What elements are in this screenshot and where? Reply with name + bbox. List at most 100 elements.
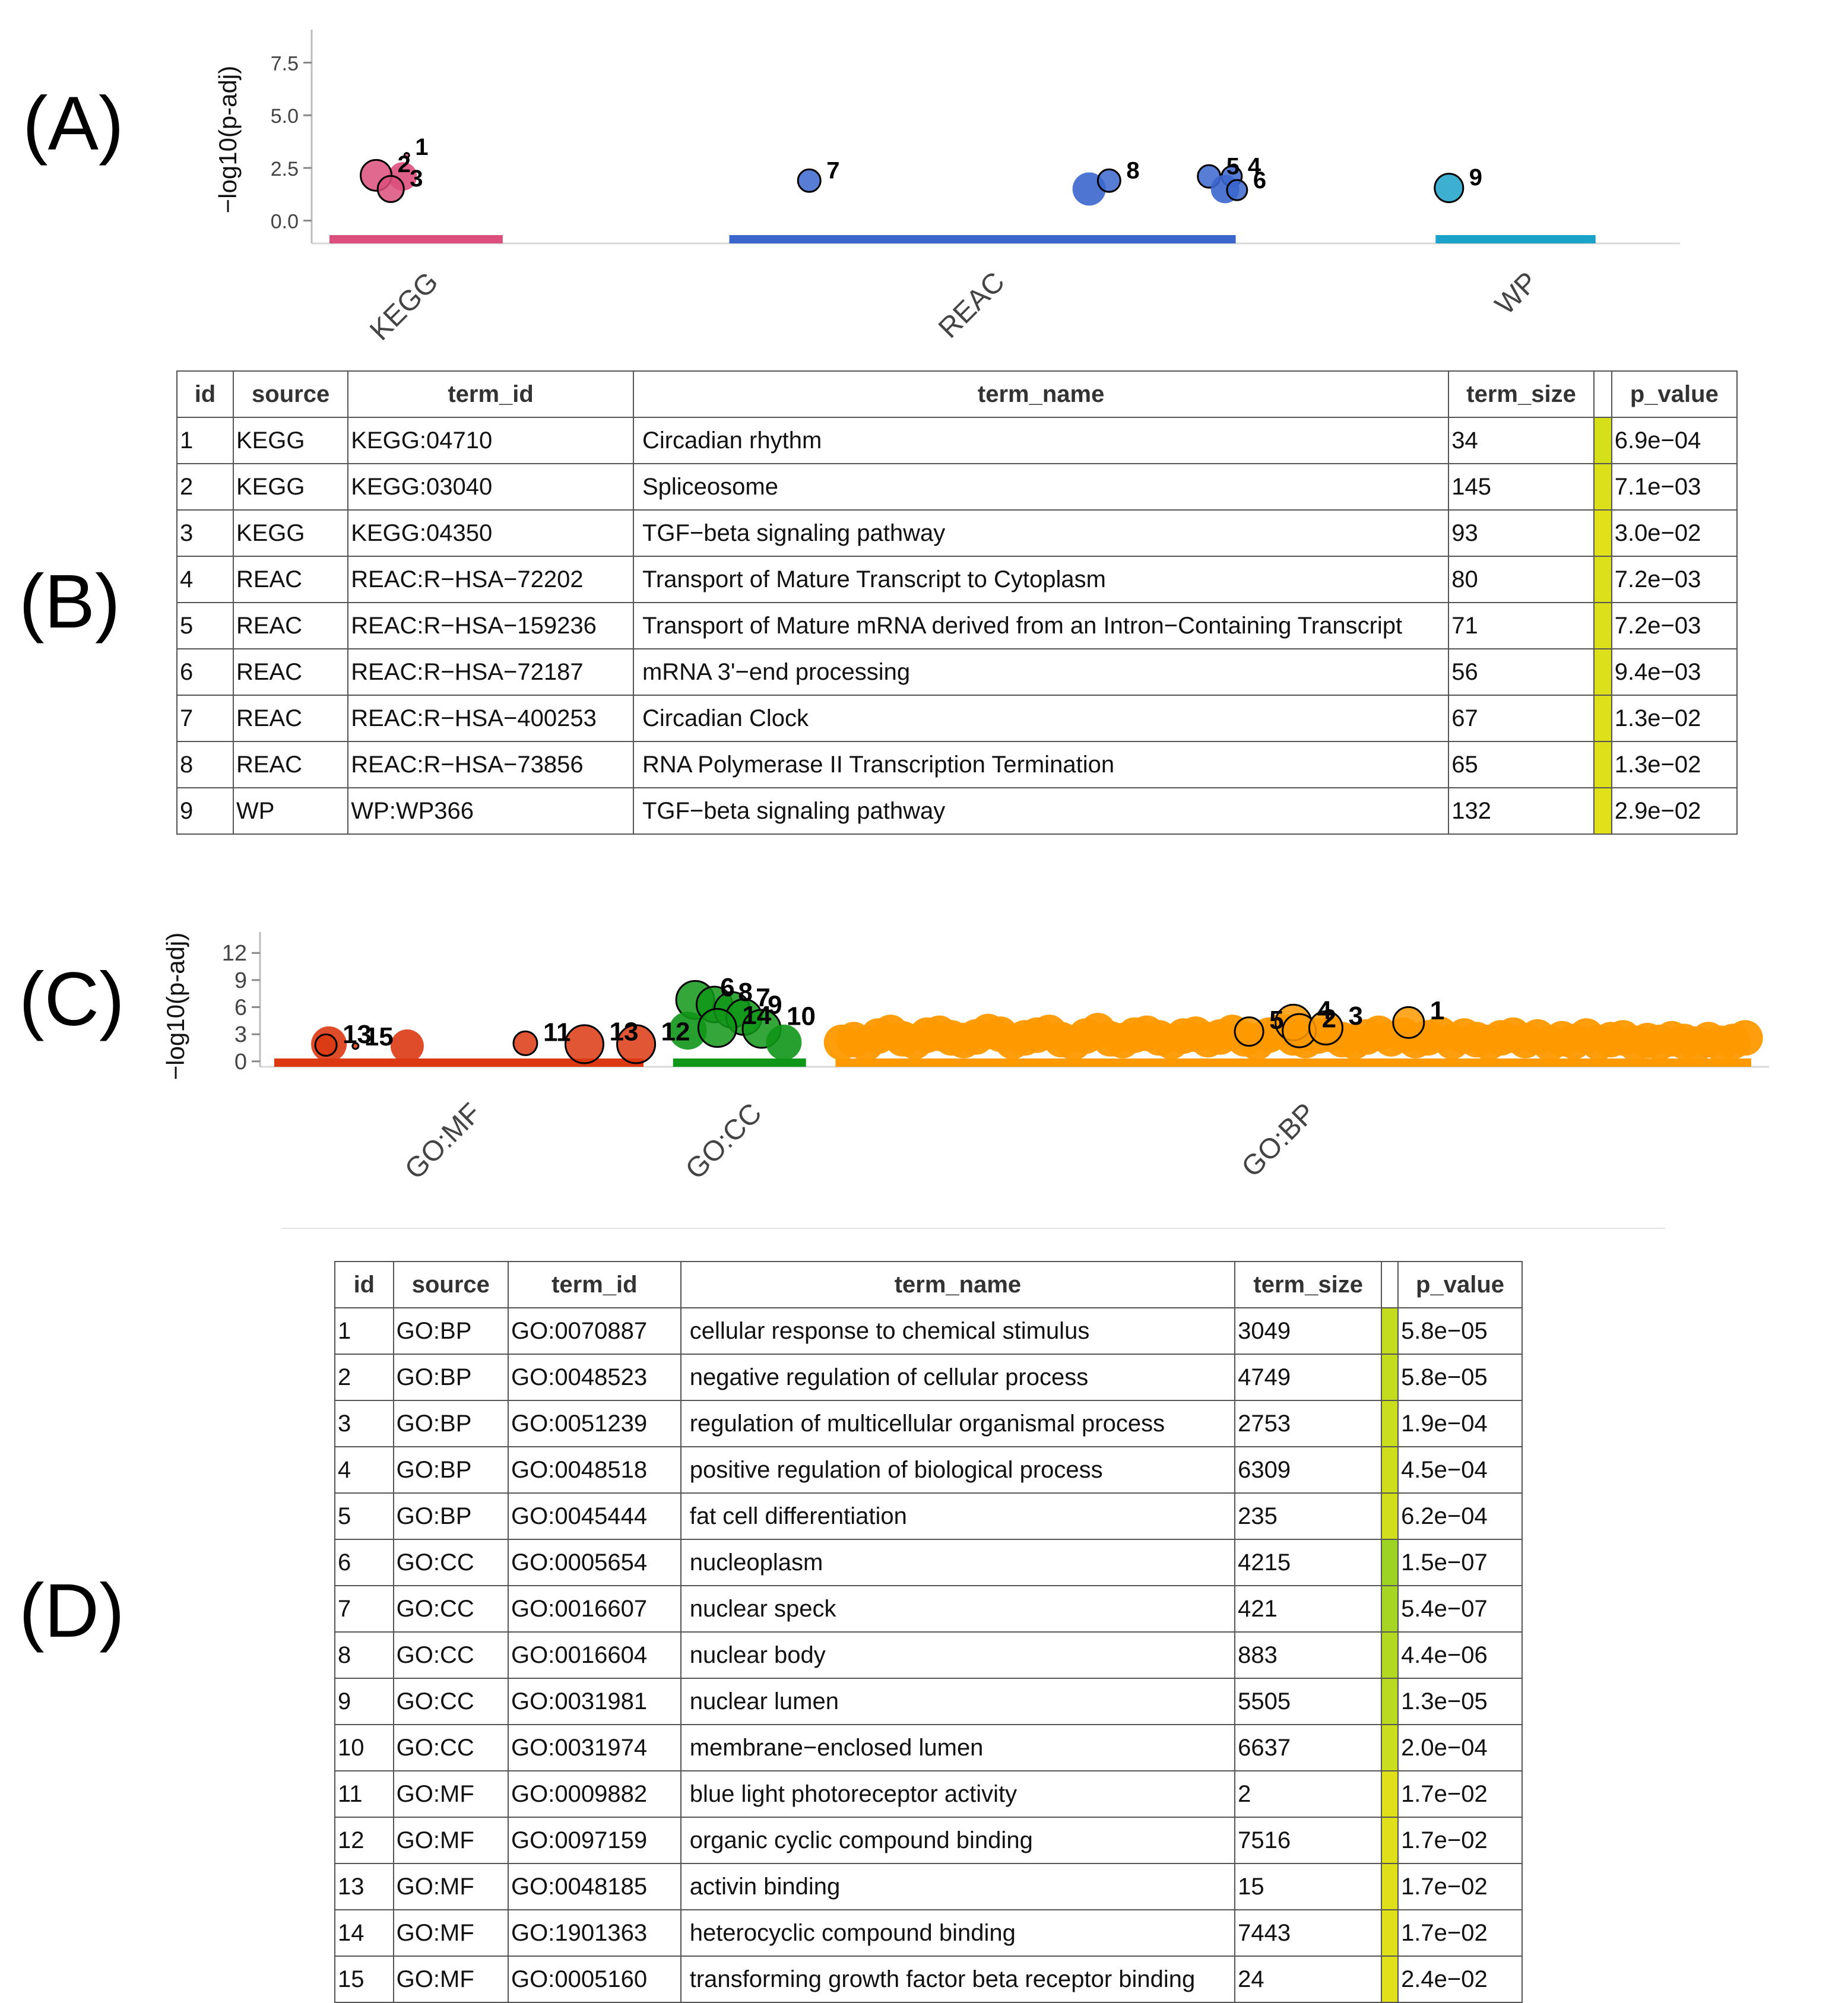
results-table-d: id source term_id term_name term_size p_value…	[334, 1261, 1523, 2003]
point-label: 2	[1322, 1004, 1336, 1033]
point-label: 15	[364, 1022, 394, 1051]
cell-term-id: GO:0016607	[508, 1585, 681, 1633]
highlighted-point	[1308, 1010, 1343, 1046]
panel-label-b: (B)	[19, 559, 121, 644]
cell-term-id: REAC:R−HSA−400253	[347, 695, 634, 742]
cell-term-size: 5505	[1234, 1678, 1383, 1725]
point-label: 7	[756, 983, 770, 1012]
cell-id: 11	[334, 1770, 394, 1818]
table-row: 5 REAC REAC:R−HSA−159236 Transport of Matur…	[176, 602, 1738, 649]
table-row: 15 GO:MF GO:0005160 transforming growth fac…	[334, 1956, 1523, 2003]
significance-color-cell	[1593, 556, 1612, 603]
point-label: 9	[1469, 164, 1482, 191]
table-row: 12 GO:MF GO:0097159 organic cyclic compound…	[334, 1817, 1523, 1864]
cell-term-size: 421	[1234, 1585, 1383, 1633]
cell-term-name: transforming growth factor beta receptor…	[680, 1956, 1236, 2003]
category-bar-go-bp	[835, 1058, 1751, 1067]
cell-id: 4	[334, 1446, 394, 1494]
cell-term-size: 883	[1234, 1631, 1383, 1679]
cell-p-value: 7.2e−03	[1611, 602, 1738, 649]
cell-p-value: 5.8e−05	[1397, 1307, 1523, 1355]
highlighted-point	[564, 1024, 604, 1064]
data-point	[1727, 1020, 1763, 1056]
cell-term-size: 6637	[1234, 1724, 1383, 1771]
highlighted-point	[1392, 1006, 1425, 1039]
panel-label-d: (D)	[19, 1568, 125, 1653]
table-row: 10 GO:CC GO:0031974 membrane−enclosed lumen…	[334, 1724, 1523, 1771]
table-row: 11 GO:MF GO:0009882 blue light photorecepto…	[334, 1770, 1523, 1818]
cell-term-id: GO:0051239	[508, 1400, 681, 1447]
panel-label-c: (C)	[19, 957, 125, 1042]
cell-id: 7	[176, 695, 234, 742]
cell-source: GO:MF	[392, 1817, 509, 1864]
cell-term-name: nuclear body	[680, 1631, 1236, 1679]
cell-term-name: fat cell differentiation	[680, 1492, 1236, 1540]
cell-source: REAC	[232, 695, 349, 742]
category-bar-go-mf	[274, 1058, 644, 1067]
table-row: 14 GO:MF GO:1901363 heterocyclic compound b…	[334, 1909, 1523, 1957]
point-label: 10	[787, 1002, 816, 1031]
cell-source: KEGG	[232, 417, 349, 464]
cell-id: 7	[334, 1585, 394, 1633]
category-label: GO:MF	[399, 1097, 487, 1186]
data-point	[766, 1024, 802, 1060]
table-row: 7 GO:CC GO:0016607 nuclear speck 421 5.4e−07	[334, 1585, 1523, 1633]
cell-term-id: GO:1901363	[508, 1909, 681, 1957]
highlighted-point	[376, 175, 405, 203]
cell-p-value: 6.9e−04	[1611, 417, 1738, 464]
cell-id: 9	[176, 787, 234, 835]
point-label: 14	[742, 1001, 771, 1030]
cell-term-id: GO:0097159	[508, 1817, 681, 1864]
cell-p-value: 2.4e−02	[1397, 1956, 1523, 2003]
significance-color-cell	[1381, 1678, 1399, 1725]
table-row: 9 WP WP:WP366 TGF−beta signaling pathway 132…	[176, 787, 1738, 835]
cell-source: KEGG	[232, 509, 349, 557]
cell-p-value: 6.2e−04	[1397, 1492, 1523, 1540]
cell-term-id: REAC:R−HSA−159236	[347, 602, 634, 649]
cell-term-id: GO:0005160	[508, 1956, 681, 2003]
column-header-term_name: term_name	[632, 370, 1450, 418]
significance-color-cell	[1381, 1770, 1399, 1818]
cell-id: 3	[176, 509, 234, 557]
cell-id: 1	[334, 1307, 394, 1355]
cell-p-value: 2.9e−02	[1611, 787, 1738, 835]
table-row: 13 GO:MF GO:0048185 activin binding 15 1.7e−…	[334, 1863, 1523, 1910]
cell-term-id: GO:0048518	[508, 1446, 681, 1494]
significance-color-cell	[1593, 417, 1612, 464]
cell-term-size: 71	[1448, 602, 1595, 649]
cell-term-size: 93	[1448, 509, 1595, 557]
y-tick-label: 5.0	[271, 105, 299, 128]
significance-color-cell	[1593, 648, 1612, 696]
highlighted-point	[314, 1033, 338, 1057]
table-row: 7 REAC REAC:R−HSA−400253 Circadian Clock 67 1…	[176, 695, 1738, 742]
cell-term-size: 132	[1448, 787, 1595, 835]
table-row: 4 GO:BP GO:0048518 positive regulation of b…	[334, 1446, 1523, 1494]
significance-color-cell	[1381, 1354, 1399, 1401]
highlighted-point	[351, 1042, 360, 1050]
cell-term-name: regulation of multicellular organismal p…	[680, 1400, 1236, 1447]
cell-term-size: 3049	[1234, 1307, 1383, 1355]
cell-term-name: mRNA 3'−end processing	[632, 648, 1450, 696]
significance-color-cell	[1381, 1956, 1399, 2003]
table-row: 8 REAC REAC:R−HSA−73856 RNA Polymerase II T…	[176, 741, 1738, 788]
cell-term-name: Transport of Mature mRNA derived from an…	[632, 602, 1450, 649]
point-label: 5	[1226, 153, 1240, 179]
cell-id: 15	[334, 1956, 394, 2003]
significance-color-cell	[1381, 1724, 1399, 1771]
y-tick-label: 2.5	[271, 158, 299, 180]
y-axis-label: −log10(p-adj)	[161, 933, 189, 1080]
cell-term-size: 67	[1448, 695, 1595, 742]
column-header-p_value: p_value	[1611, 370, 1738, 418]
point-label: 6	[1253, 167, 1266, 194]
y-tick-label: 9	[234, 968, 247, 993]
cell-id: 5	[334, 1492, 394, 1540]
point-label: 11	[543, 1018, 571, 1047]
column-header-p_value: p_value	[1397, 1261, 1523, 1308]
cell-term-name: organic cyclic compound binding	[680, 1817, 1236, 1864]
significance-color-cell	[1593, 463, 1612, 511]
point-label: 3	[1348, 1002, 1362, 1031]
column-header-source: source	[232, 370, 349, 418]
y-tick-label: 3	[234, 1022, 247, 1047]
point-label: 9	[768, 990, 782, 1019]
cell-term-id: KEGG:03040	[347, 463, 634, 511]
